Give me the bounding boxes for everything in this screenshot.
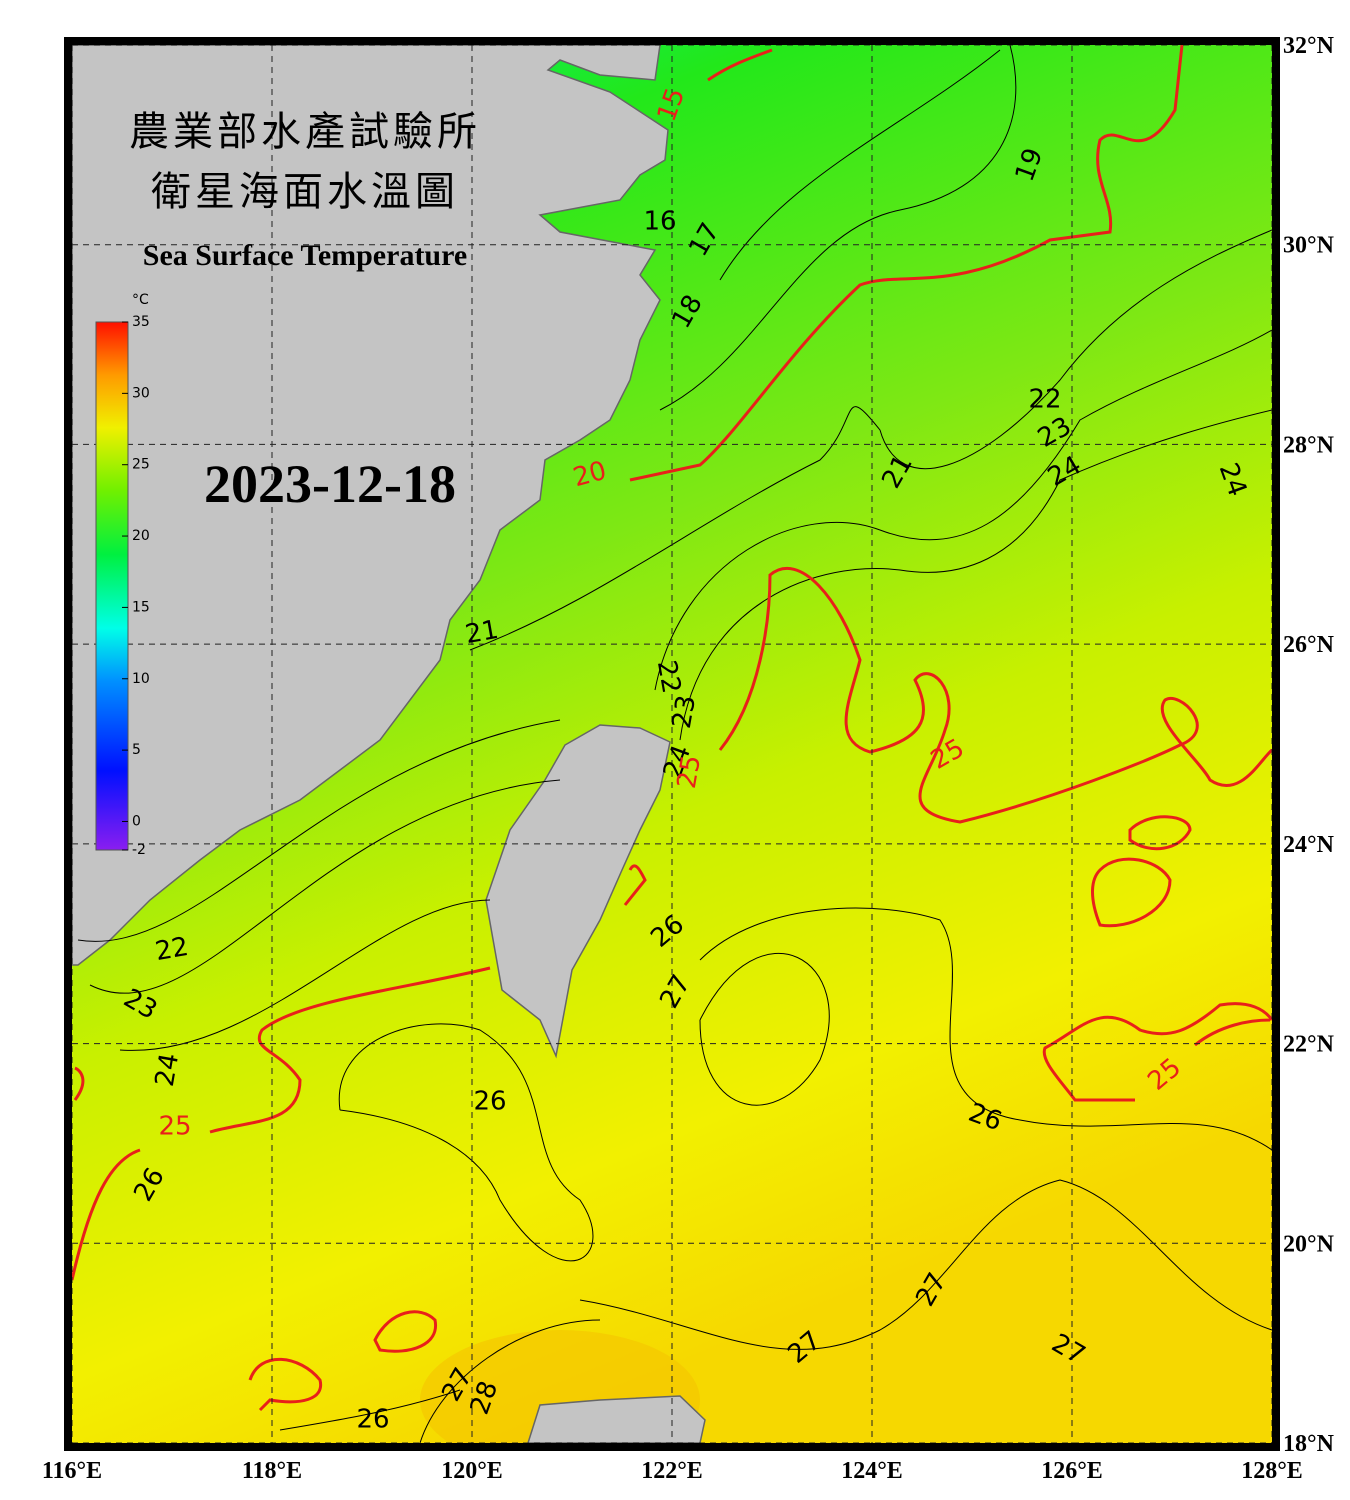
isotherm (89, 779, 561, 994)
lat-label: 26°N (1283, 632, 1335, 658)
colorbar (95, 321, 129, 851)
isotherm-25 (1091, 857, 1172, 928)
isotherm (119, 899, 491, 1051)
isotherm (679, 409, 1272, 741)
colorbar-tick-label: 10 (132, 671, 150, 687)
isotherm-20 (629, 45, 1184, 482)
isotherm (659, 45, 1017, 411)
lon-label: 118°E (242, 1458, 302, 1484)
isotherm (419, 1319, 601, 1443)
lat-label: 32°N (1283, 33, 1335, 59)
isotherm-25 (1128, 815, 1192, 851)
contour-label: 26 (473, 1087, 506, 1117)
colorbar-tick-label: 30 (132, 385, 150, 401)
isotherm (654, 329, 1272, 691)
contour-label: 22 (1028, 385, 1061, 415)
date: 2023-12-18 (204, 454, 456, 514)
title-zh: 農業部水產試驗所 (129, 109, 481, 154)
colorbar-tick-label: 15 (132, 599, 150, 615)
isotherm (699, 953, 830, 1106)
lat-label: 22°N (1283, 1032, 1335, 1058)
axis-labels: 116°E 118°E 120°E 122°E 124°E 126°E 128°E 32°N 3… (42, 33, 1335, 1484)
colorbar-tick-label: 5 (132, 742, 141, 758)
isotherm (699, 907, 1272, 1151)
isotherm-25 (718, 567, 1272, 824)
lon-label: 122°E (641, 1458, 703, 1484)
contour-label: 25 (158, 1112, 191, 1142)
isotherm (338, 1023, 594, 1262)
isotherms (77, 45, 1272, 1443)
colorbar-tick-label: 0 (132, 813, 141, 829)
contour-label: 23 (667, 693, 702, 731)
contour-label: 21 (463, 615, 501, 650)
isotherm-25 (248, 1357, 323, 1412)
colorbar-tick-label: -2 (132, 842, 146, 858)
isotherm (469, 229, 1272, 651)
land-taiwan (485, 724, 671, 1059)
land-luzon (527, 1395, 706, 1443)
isotherm-25 (623, 864, 647, 906)
colorbar-tick-label: 25 (132, 457, 150, 473)
graticule (72, 45, 1272, 1443)
isotherm (719, 49, 1001, 281)
isotherm (77, 719, 561, 942)
contour-label: 26 (356, 1405, 389, 1435)
lon-label: 116°E (42, 1458, 102, 1484)
title-en: Sea Surface Temperature (143, 239, 467, 272)
lat-label: 18°N (1283, 1431, 1335, 1457)
isotherm (279, 1389, 461, 1431)
isotherm-25 (72, 1148, 141, 1281)
contour-label: 25 (672, 753, 707, 791)
contour-label: 22 (153, 932, 191, 967)
colorbar-ticks: 35 30 25 20 15 10 5 0 -2 (122, 314, 150, 858)
lat-label: 20°N (1283, 1231, 1335, 1257)
isotherm (579, 1179, 1272, 1350)
lon-label: 126°E (1041, 1458, 1103, 1484)
contour-label: 16 (643, 207, 676, 237)
contour-label: 22 (651, 658, 686, 696)
isotherm-15 (707, 48, 773, 82)
title-zh: 衛星海面水溫圖 (151, 169, 459, 214)
contour-label: 24 (150, 1051, 185, 1089)
lon-label: 120°E (441, 1458, 503, 1484)
lon-label: 124°E (841, 1458, 903, 1484)
lat-label: 28°N (1283, 432, 1335, 458)
land-china (72, 45, 669, 966)
map-frame (64, 37, 1280, 1451)
colorbar-unit: °C (132, 292, 149, 308)
isotherm-25 (373, 1310, 437, 1353)
lon-label: 128°E (1241, 1458, 1303, 1484)
lat-label: 24°N (1283, 832, 1335, 858)
isotherm-25 (1042, 1002, 1272, 1102)
lat-label: 30°N (1283, 233, 1335, 259)
colorbar-tick-label: 20 (132, 528, 150, 544)
colorbar-tick-label: 35 (132, 314, 150, 330)
